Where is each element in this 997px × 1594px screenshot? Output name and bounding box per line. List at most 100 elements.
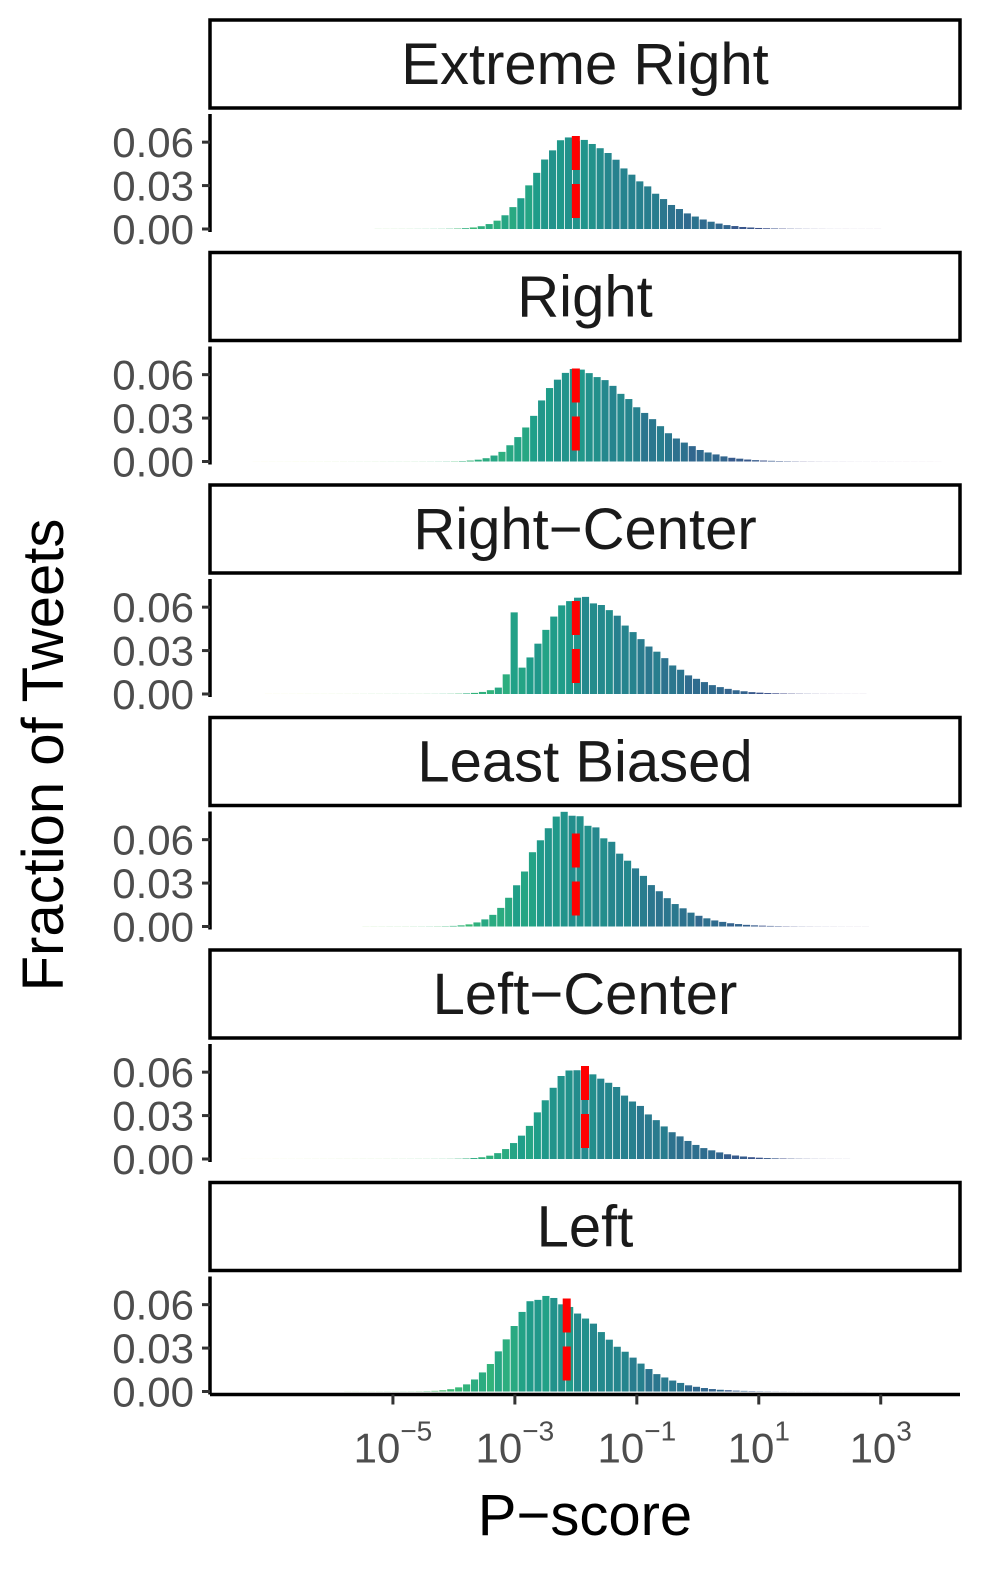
histogram-bar <box>629 632 637 694</box>
histogram-bar <box>465 924 473 927</box>
histogram-bar <box>752 460 760 462</box>
histogram-bar <box>592 827 600 927</box>
histogram-bar <box>469 227 477 229</box>
histogram-bar <box>447 1389 455 1392</box>
histogram-bar <box>719 921 727 927</box>
x-tick-label: 103 <box>850 1416 912 1472</box>
histogram-bar <box>566 601 574 694</box>
histogram-bar <box>675 209 683 229</box>
histogram-bar <box>593 377 601 462</box>
histogram-bar <box>431 1390 439 1392</box>
histogram-bar <box>497 907 505 927</box>
histogram-bars <box>252 369 942 462</box>
x-tick-exponent: −5 <box>400 1416 432 1447</box>
histogram-bar <box>629 1357 637 1392</box>
histogram-bar <box>758 925 766 927</box>
histogram-bars <box>344 1295 867 1392</box>
histogram-bar <box>728 457 736 462</box>
histogram-bar <box>704 452 712 462</box>
histogram-bar <box>520 871 529 927</box>
histogram-bar <box>589 603 598 694</box>
y-tick-label: 0.00 <box>112 1136 194 1183</box>
histogram-bar <box>510 1326 518 1392</box>
histogram-bar <box>672 438 680 462</box>
histogram-bar <box>458 460 466 462</box>
histogram-bar <box>581 596 590 694</box>
histogram-bar <box>685 1385 693 1392</box>
histogram-bar <box>716 1152 724 1159</box>
histogram-bar <box>573 1070 581 1159</box>
histogram-bar <box>620 1095 629 1159</box>
histogram-bar <box>494 1351 502 1392</box>
histogram-bar <box>536 840 544 927</box>
histogram-bar <box>724 1390 732 1392</box>
histogram-bar <box>687 912 695 927</box>
histogram-bar <box>700 1388 708 1392</box>
histogram-bar <box>712 454 720 462</box>
histogram-bar <box>478 1157 486 1159</box>
histogram-bar <box>628 1101 637 1159</box>
histogram-bar <box>767 460 776 462</box>
histogram-bar <box>631 868 640 927</box>
histogram-bar <box>723 225 731 229</box>
histogram-bar <box>589 1323 598 1392</box>
histogram-bar <box>600 838 608 927</box>
histogram-bar <box>549 1087 557 1159</box>
x-tick-exponent: −3 <box>522 1416 554 1447</box>
histogram-bar <box>493 220 501 229</box>
y-tick-label: 0.00 <box>112 904 194 951</box>
histogram-bar <box>716 687 724 694</box>
histogram-bar <box>653 1374 661 1392</box>
histogram-bar <box>653 651 661 694</box>
facet-label: Left <box>537 1195 634 1260</box>
histogram-bar <box>564 137 573 229</box>
facet-panels: Extreme Right0.000.030.06Right0.000.030.… <box>112 18 962 1416</box>
histogram-bar <box>669 665 677 694</box>
histogram-bar <box>596 148 604 229</box>
y-tick-label: 0.03 <box>112 395 194 442</box>
y-tick-label: 0.06 <box>112 1282 194 1329</box>
histogram-bar <box>533 172 541 229</box>
histogram-bar <box>637 639 645 694</box>
histogram-bar <box>542 629 550 694</box>
histogram-bar <box>461 228 469 229</box>
histogram-bar <box>605 1339 613 1392</box>
y-tick-label: 0.03 <box>112 1325 194 1372</box>
facet-label: Extreme Right <box>401 32 768 97</box>
histogram-bar <box>644 186 652 229</box>
histogram-bar <box>645 646 653 694</box>
x-tick-label: 10−1 <box>598 1416 677 1472</box>
histogram-bar <box>597 605 605 694</box>
histogram-bars <box>240 1070 851 1159</box>
histogram-bar <box>550 1297 558 1392</box>
histogram-bar <box>683 213 691 229</box>
histogram-bar <box>597 1332 605 1392</box>
y-tick-label: 0.03 <box>112 628 194 675</box>
histogram-bar <box>577 369 585 462</box>
histogram-bar <box>609 385 617 462</box>
facet-strip <box>208 948 962 1040</box>
histogram-bar <box>621 1351 629 1392</box>
histogram-bar <box>556 140 565 229</box>
histogram-bar <box>679 908 687 927</box>
histogram-bar <box>652 1120 660 1159</box>
histogram-bar <box>676 1136 684 1159</box>
histogram-bar <box>505 897 513 927</box>
histogram-bar <box>560 811 568 927</box>
histogram-bar <box>644 1114 652 1159</box>
facet-panel: Extreme Right 0.000.030.06 <box>112 18 962 253</box>
histogram-bar <box>463 1384 471 1392</box>
facet-panel: Right−Center 0.000.030.06 <box>112 483 962 718</box>
histogram-bar <box>664 433 673 462</box>
histogram-bar <box>549 150 557 229</box>
facet-panel: Left 0.000.030.06 <box>112 1180 962 1416</box>
histogram-bar <box>585 373 593 462</box>
histogram-bar <box>660 1126 668 1159</box>
histogram-bar <box>534 1299 542 1392</box>
histogram-bar <box>466 460 474 462</box>
histogram-bar <box>604 153 612 229</box>
histogram-bar <box>637 1363 645 1392</box>
histogram-bar <box>518 1311 526 1392</box>
histogram-bar <box>506 445 514 462</box>
